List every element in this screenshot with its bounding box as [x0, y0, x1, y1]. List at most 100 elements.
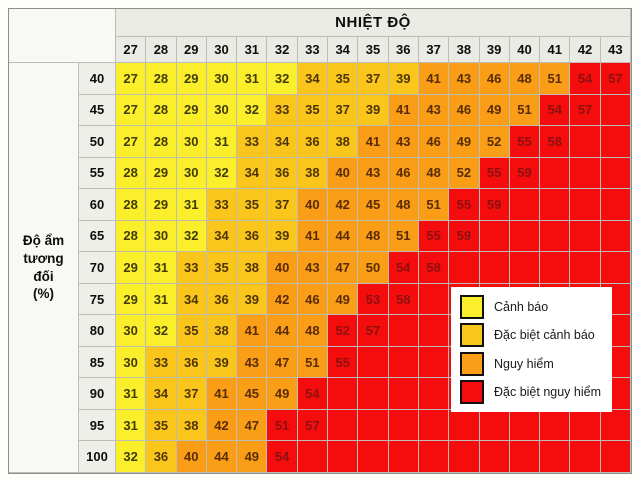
heat-index-cell: 51: [509, 94, 541, 127]
heat-index-cell: 38: [206, 315, 238, 347]
heat-index-cell: 29: [176, 63, 207, 95]
heat-index-cell: 31: [206, 126, 238, 158]
heat-index-cell: [328, 409, 359, 442]
heat-index-cell: [358, 409, 389, 442]
temperature-col-header: 40: [509, 37, 541, 63]
heat-index-cell: [600, 441, 631, 473]
humidity-row-header: 100: [79, 441, 116, 473]
heat-index-cell: 36: [176, 346, 207, 379]
heat-index-cell: 51: [418, 189, 450, 221]
heat-index-cell: 33: [206, 189, 238, 221]
heat-index-cell: [600, 189, 631, 221]
heat-index-cell: 44: [328, 220, 359, 253]
humidity-row-header: 80: [79, 315, 116, 347]
heat-index-cell: 35: [206, 252, 238, 284]
heat-index-cell: 31: [146, 283, 177, 316]
heat-index-cell: 51: [267, 409, 298, 442]
heat-index-cell: 36: [146, 441, 177, 473]
heat-index-cell: [600, 409, 631, 442]
heat-index-cell: [540, 157, 571, 190]
heat-index-cell: 32: [237, 94, 268, 127]
heat-index-cell: 27: [116, 94, 147, 127]
heat-index-cell: 41: [206, 378, 238, 410]
heat-index-cell: [449, 252, 480, 284]
heat-index-cell: 37: [358, 63, 389, 95]
heat-index-cell: 29: [116, 252, 147, 284]
heat-index-cell: 31: [146, 252, 177, 284]
temperature-col-header: 34: [328, 37, 359, 63]
heat-index-cell: 39: [237, 283, 268, 316]
heat-index-cell: 39: [267, 220, 298, 253]
heat-index-cell: 54: [297, 378, 329, 410]
humidity-row-header: 70: [79, 252, 116, 284]
heat-index-cell: 35: [328, 63, 359, 95]
heat-index-cell: 48: [358, 220, 389, 253]
heat-index-cell: 40: [328, 157, 359, 190]
heat-index-cell: 57: [358, 315, 389, 347]
legend-label: Đặc biệt cảnh báo: [494, 328, 595, 343]
heat-index-cell: 32: [146, 315, 177, 347]
heat-index-cell: 28: [146, 126, 177, 158]
heat-index-cell: [418, 409, 450, 442]
heat-index-cell: 34: [206, 220, 238, 253]
heat-index-cell: [570, 126, 601, 158]
heat-index-cell: [418, 346, 450, 379]
heat-index-cell: 48: [418, 157, 450, 190]
temperature-col-header: 39: [479, 37, 510, 63]
heat-index-cell: 33: [146, 346, 177, 379]
heat-index-cell: 36: [237, 220, 268, 253]
humidity-axis-label-line: đối: [33, 268, 54, 284]
heat-index-cell: 31: [237, 63, 268, 95]
heat-index-cell: 54: [570, 63, 601, 95]
heat-index-cell: 42: [328, 189, 359, 221]
heat-index-cell: 40: [297, 189, 329, 221]
heat-index-cell: 28: [116, 157, 147, 190]
heat-index-cell: 41: [418, 63, 450, 95]
humidity-row-header: 65: [79, 220, 116, 253]
heat-index-cell: 30: [176, 126, 207, 158]
heat-index-cell: 28: [146, 94, 177, 127]
heat-index-cell: 49: [237, 441, 268, 473]
heat-index-cell: 46: [449, 94, 480, 127]
temperature-col-header: 38: [449, 37, 480, 63]
heat-index-cell: 48: [297, 315, 329, 347]
heat-index-cell: [388, 409, 419, 442]
heat-index-cell: [570, 441, 601, 473]
heat-index-cell: 41: [237, 315, 268, 347]
heat-index-cell: 39: [206, 346, 238, 379]
heat-index-cell: 32: [116, 441, 147, 473]
heat-index-cell: [570, 252, 601, 284]
heat-index-cell: 28: [146, 63, 177, 95]
temperature-col-header: 32: [267, 37, 298, 63]
heat-index-cell: 32: [176, 220, 207, 253]
corner-cell: [9, 9, 116, 63]
heat-index-cell: 53: [358, 283, 389, 316]
heat-index-cell: [540, 441, 571, 473]
heat-index-cell: 34: [297, 63, 329, 95]
heat-index-cell: 59: [479, 189, 510, 221]
heat-index-cell: 42: [267, 283, 298, 316]
heat-index-cell: 48: [509, 63, 541, 95]
heat-index-cell: 34: [237, 157, 268, 190]
temperature-col-header: 28: [146, 37, 177, 63]
heat-index-cell: 30: [176, 157, 207, 190]
temperature-col-header: 31: [237, 37, 268, 63]
heat-index-cell: 44: [206, 441, 238, 473]
temperature-col-header: 36: [388, 37, 419, 63]
heat-index-cell: 40: [267, 252, 298, 284]
heat-index-cell: [388, 346, 419, 379]
heat-index-cell: 47: [237, 409, 268, 442]
legend-swatch-g-icon: [460, 323, 484, 348]
temperature-col-header: 41: [540, 37, 571, 63]
heat-index-cell: 38: [237, 252, 268, 284]
heat-index-cell: [418, 441, 450, 473]
humidity-row-header: 95: [79, 409, 116, 442]
temperature-col-header: 37: [418, 37, 450, 63]
heat-index-cell: 52: [328, 315, 359, 347]
heat-index-cell: 49: [449, 126, 480, 158]
heat-index-cell: 58: [388, 283, 419, 316]
heat-index-cell: 52: [479, 126, 510, 158]
humidity-row-header: 55: [79, 157, 116, 190]
heat-index-cell: 30: [206, 63, 238, 95]
